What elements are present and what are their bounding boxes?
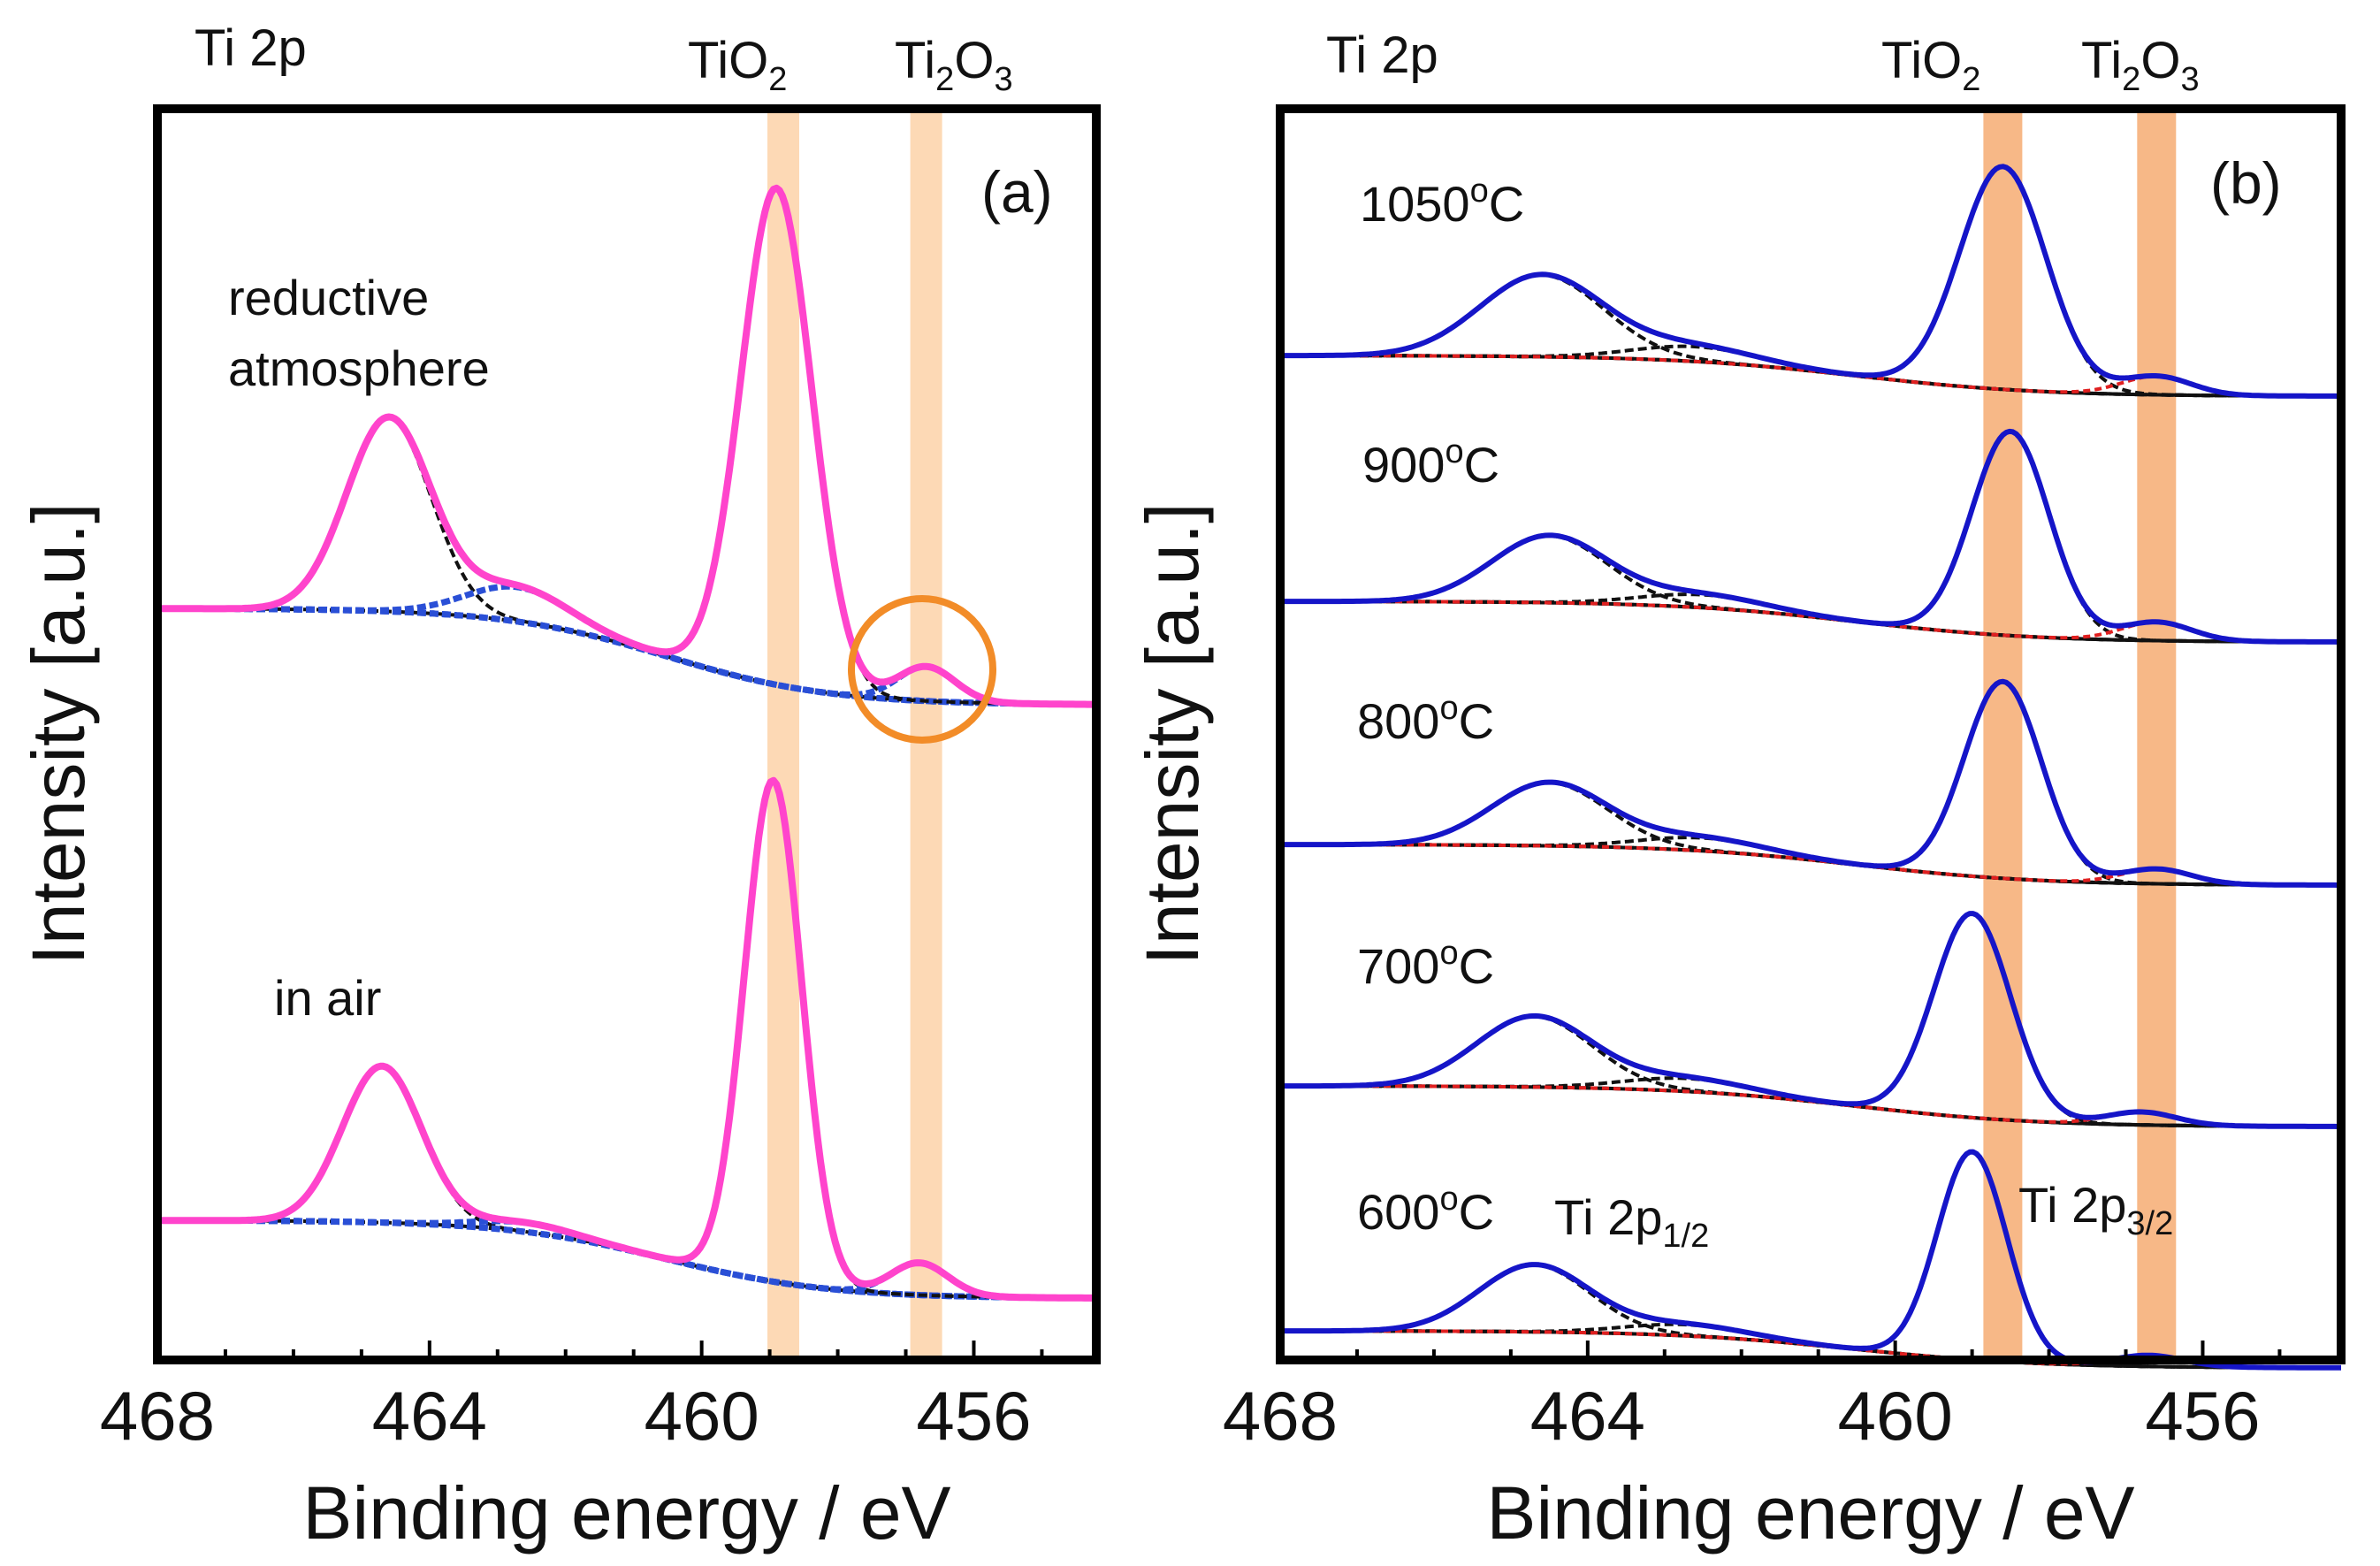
- reference-band-ti2o3: [910, 109, 942, 1360]
- label-reductive: reductive: [228, 270, 429, 325]
- temp-label-1050: 1050oC: [1360, 172, 1524, 232]
- temp-label-600: 600oC: [1357, 1180, 1494, 1240]
- fit-component-ti-2p3-2-ti2o3-: [157, 605, 1096, 708]
- panel-a-curves: [156, 184, 1097, 1302]
- panel-a-header-ti2o3: Ti2O3: [895, 32, 1013, 98]
- measured-spectrum-800oc: [1280, 678, 2341, 888]
- fit-component-ti-2p3-2-ti2o3-: [1280, 354, 2341, 398]
- panel-b-header-tio2: TiO2: [1881, 32, 1980, 98]
- x-tick-label: 468: [100, 1377, 215, 1455]
- measured-spectrum-700oc: [1280, 911, 2341, 1129]
- x-tick-label: 464: [372, 1377, 487, 1455]
- fit-component-ti-2p3-2-ti2o3-: [1280, 600, 2341, 644]
- peak-label-2p12: Ti 2p1/2: [1554, 1189, 1709, 1255]
- panel-b-x-ticks: 468 464 460 456: [1223, 1341, 2282, 1455]
- background-line: [1280, 354, 2341, 398]
- panel-b: 468 464 460 456 Ti 2p TiO2 Ti2O3 (b) 1050oC…: [1131, 27, 2346, 1555]
- fit-component-ti-2p1-2-tio2-: [157, 416, 1096, 707]
- panel-a-x-axis-title: Binding energy / eV: [302, 1471, 950, 1555]
- panel-a-header-tio2: TiO2: [688, 32, 787, 98]
- fit-component-ti-2p1-2-ti2o3-: [157, 1217, 1096, 1302]
- background-line: [1280, 843, 2341, 887]
- measured-spectrum-reductive-atmosphere: [156, 184, 1097, 708]
- fit-component-ti-2p3-2-tio2-: [157, 186, 1096, 707]
- peak-label-2p32: Ti 2p3/2: [2018, 1177, 2173, 1242]
- panel-b-reference-bands: [1983, 109, 2177, 1360]
- panel-a-x-ticks: 468 464 460 456: [100, 1341, 1044, 1455]
- reference-band-tio2: [1983, 109, 2023, 1360]
- panel-b-curves: [1280, 164, 2341, 1371]
- label-in-air: in air: [274, 970, 381, 1026]
- panel-b-header-ti2p: Ti 2p: [1326, 27, 1438, 84]
- fit-component-ti-2p1-2-tio2-: [157, 1064, 1096, 1300]
- panel-b-x-axis-title: Binding energy / eV: [1486, 1471, 2134, 1555]
- fit-component-ti-2p1-2-tio2-: [1280, 1014, 2341, 1128]
- measured-spectrum-in-air: [156, 776, 1097, 1302]
- panel-b-y-axis-title: Intensity [a.u.]: [1131, 503, 1214, 966]
- x-tick-label: 456: [2145, 1377, 2260, 1455]
- panel-b-tag: (b): [2210, 150, 2282, 216]
- temp-label-900: 900oC: [1362, 433, 1499, 493]
- panel-a-reference-bands: [767, 109, 942, 1360]
- measured-spectrum-1050oc: [1280, 164, 2341, 399]
- panel-a: 468 464 460 456 Ti 2p TiO2 Ti2O3 (a) reduct…: [17, 19, 1101, 1555]
- reference-band-tio2: [767, 109, 799, 1360]
- x-tick-label: 456: [916, 1377, 1031, 1455]
- x-tick-label: 460: [645, 1377, 759, 1455]
- panel-a-frame: [153, 104, 1101, 1364]
- x-tick-label: 464: [1530, 1377, 1645, 1455]
- reference-band-ti2o3: [2137, 109, 2177, 1360]
- panel-a-header-ti2p: Ti 2p: [195, 19, 307, 77]
- temp-label-700: 700oC: [1357, 935, 1494, 994]
- x-tick-label: 468: [1223, 1377, 1338, 1455]
- label-atmosphere: atmosphere: [228, 340, 490, 396]
- x-tick-label: 460: [1838, 1377, 1953, 1455]
- panel-a-tag: (a): [981, 159, 1053, 225]
- background-line: [157, 605, 1096, 708]
- background-line: [157, 1217, 1096, 1302]
- temp-label-800: 800oC: [1357, 690, 1494, 749]
- fit-component-ti-2p3-2-ti2o3-: [157, 1217, 1096, 1302]
- panel-a-y-axis-title: Intensity [a.u.]: [17, 503, 100, 966]
- measured-spectrum-900oc: [1280, 428, 2341, 645]
- fit-component-ti-2p3-2-ti2o3-: [1280, 843, 2341, 887]
- ti2o3-highlight-circle: [848, 595, 996, 744]
- background-line: [1280, 600, 2341, 644]
- panel-b-frame: [1276, 104, 2346, 1364]
- panel-b-header-ti2o3: Ti2O3: [2081, 32, 2200, 98]
